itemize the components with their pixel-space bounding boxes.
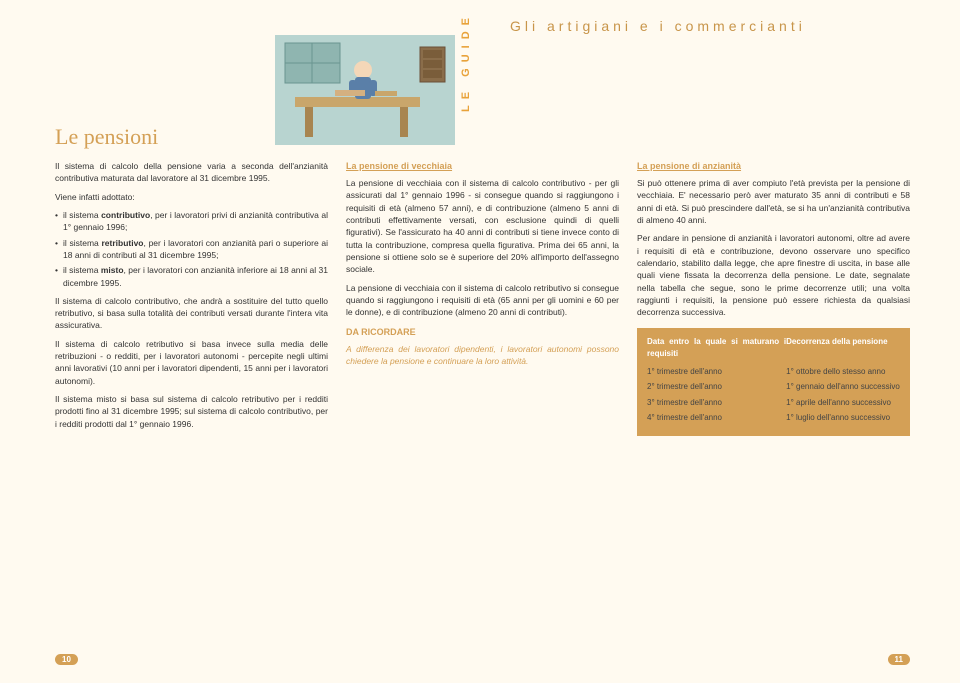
table-cell-left: 1° trimestre dell'anno (647, 366, 786, 378)
table-cell-right: 1° aprile dell'anno successivo (786, 397, 900, 409)
table-row: 3° trimestre dell'anno1° aprile dell'ann… (647, 397, 900, 409)
da-ricordare-text: A differenza dei lavoratori dipendenti, … (346, 343, 619, 368)
table-head-right: Decorrenza della pensione (786, 336, 900, 359)
table-cell-right: 1° gennaio dell'anno successivo (786, 381, 900, 393)
table-row: 2° trimestre dell'anno1° gennaio dell'an… (647, 381, 900, 393)
page-number-left: 10 (55, 654, 78, 665)
table-row: 4° trimestre dell'anno1° luglio dell'ann… (647, 412, 900, 424)
anzianita-p1: Si può ottenere prima di aver compiuto l… (637, 177, 910, 226)
list-item: il sistema misto, per i lavoratori con a… (55, 264, 328, 289)
para-misto: Il sistema misto si basa sul sistema di … (55, 393, 328, 430)
main-title: Le pensioni (55, 124, 158, 150)
table-cell-right: 1° ottobre dello stesso anno (786, 366, 900, 378)
column-2: La pensione di vecchiaia La pensione di … (346, 160, 619, 436)
content-columns: Il sistema di calcolo della pensione var… (55, 160, 910, 436)
list-item: il sistema retributivo, per i lavoratori… (55, 237, 328, 262)
decorrenza-table: Data entro la quale si maturano i requis… (637, 328, 910, 436)
intro-para-1: Il sistema di calcolo della pensione var… (55, 160, 328, 185)
table-cell-right: 1° luglio dell'anno successivo (786, 412, 900, 424)
para-retributivo: Il sistema di calcolo retributivo si bas… (55, 338, 328, 387)
vecchiaia-p2: La pensione di vecchiaia con il sistema … (346, 282, 619, 319)
table-cell-left: 3° trimestre dell'anno (647, 397, 786, 409)
table-cell-left: 2° trimestre dell'anno (647, 381, 786, 393)
vecchiaia-p1: La pensione di vecchiaia con il sistema … (346, 177, 619, 276)
workshop-illustration (275, 35, 455, 145)
table-row: 1° trimestre dell'anno1° ottobre dello s… (647, 366, 900, 378)
da-ricordare-label: DA RICORDARE (346, 326, 619, 339)
page-number-right: 11 (888, 654, 910, 665)
table-cell-left: 4° trimestre dell'anno (647, 412, 786, 424)
anzianita-p2: Per andare in pensione di anzianità i la… (637, 232, 910, 318)
guide-label: LE GUIDE (460, 12, 472, 112)
header-title: Gli artigiani e i commercianti (510, 18, 806, 34)
list-item: il sistema contributivo, per i lavorator… (55, 209, 328, 234)
table-head-left: Data entro la quale si maturano i requis… (647, 336, 786, 359)
column-3: La pensione di anzianità Si può ottenere… (637, 160, 910, 436)
para-contributivo: Il sistema di calcolo contributivo, che … (55, 295, 328, 332)
heading-anzianita: La pensione di anzianità (637, 160, 910, 173)
heading-vecchiaia: La pensione di vecchiaia (346, 160, 619, 173)
table-header: Data entro la quale si maturano i requis… (647, 336, 900, 359)
column-1: Il sistema di calcolo della pensione var… (55, 160, 328, 436)
system-list: il sistema contributivo, per i lavorator… (55, 209, 328, 289)
intro-para-2: Viene infatti adottato: (55, 191, 328, 203)
